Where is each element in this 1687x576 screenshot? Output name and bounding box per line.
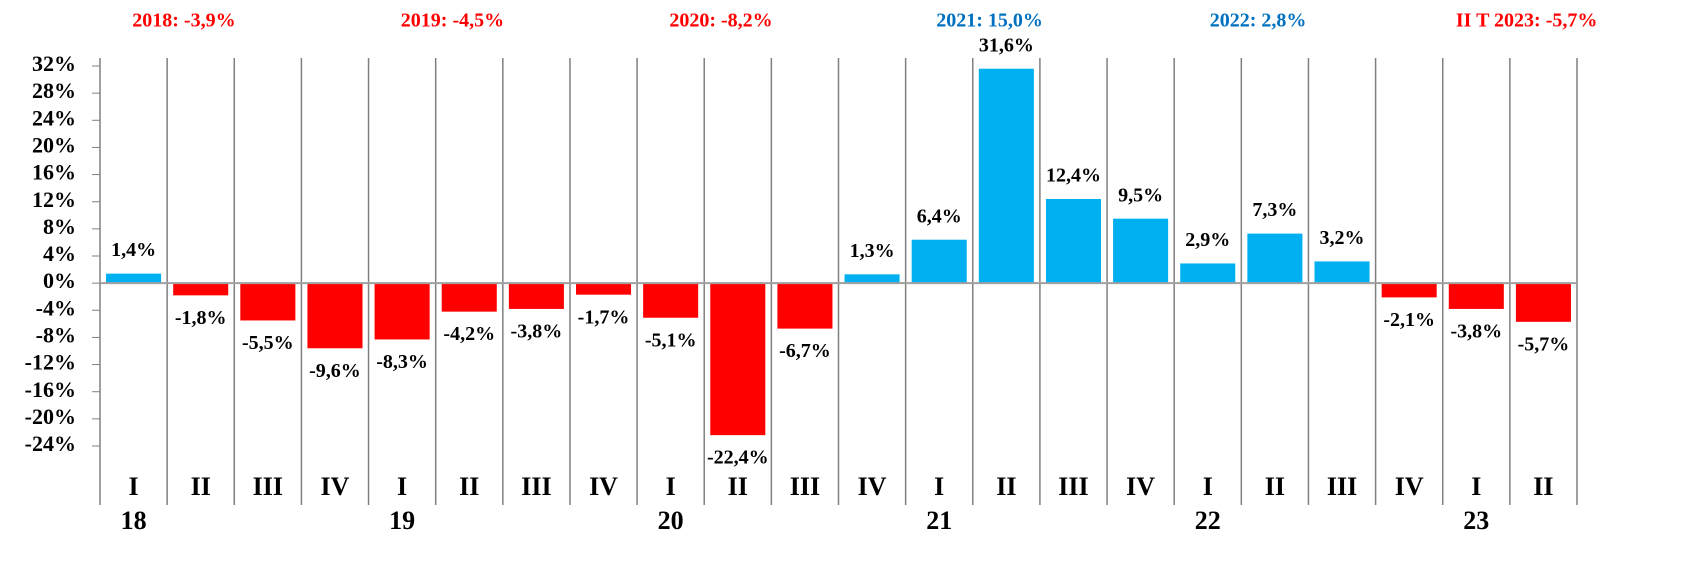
x-tick-label: IV — [589, 472, 618, 501]
bar — [1314, 261, 1370, 284]
y-tick-label: 32% — [32, 51, 76, 76]
x-tick-label: IV — [1395, 472, 1424, 501]
y-tick-label: 28% — [32, 78, 76, 103]
value-label: 31,6% — [979, 34, 1034, 56]
x-tick-label: III — [253, 472, 283, 501]
x-tick-label: IV — [321, 472, 350, 501]
x-tick-label: II — [1265, 472, 1285, 501]
bar — [710, 283, 766, 436]
y-tick-label: 0% — [43, 268, 76, 293]
y-tick-label: -12% — [25, 350, 76, 375]
y-tick-label: -8% — [36, 322, 76, 347]
bar — [307, 283, 363, 349]
y-tick-label: 4% — [43, 241, 76, 266]
value-label: 1,3% — [850, 240, 895, 262]
bar — [575, 283, 632, 295]
x-tick-label: II — [459, 472, 479, 501]
year-label: 23 — [1463, 506, 1489, 535]
x-tick-label: IV — [1126, 472, 1155, 501]
x-tick-label: III — [1327, 472, 1357, 501]
x-tick-label: I — [129, 472, 139, 501]
bar — [643, 283, 699, 318]
y-tick-label: -4% — [36, 295, 76, 320]
value-label: 9,5% — [1118, 184, 1163, 206]
bar — [844, 274, 900, 284]
year-label: 20 — [658, 506, 684, 535]
value-label: 1,4% — [111, 239, 156, 261]
x-tick-label: I — [397, 472, 407, 501]
y-tick-label: 16% — [32, 160, 76, 185]
bar — [1515, 283, 1571, 322]
x-tick-label: III — [1058, 472, 1088, 501]
y-tick-label: 12% — [32, 187, 76, 212]
x-tick-label: I — [1203, 472, 1213, 501]
value-label: -3,8% — [511, 321, 563, 343]
bar — [1113, 218, 1169, 284]
y-tick-label: 8% — [43, 214, 76, 239]
value-label: 2,9% — [1185, 229, 1230, 251]
year-label: 22 — [1195, 506, 1221, 535]
bar — [508, 283, 564, 309]
value-label: -1,7% — [578, 306, 630, 328]
value-label: 12,4% — [1046, 165, 1101, 187]
value-label: -5,1% — [645, 329, 697, 351]
x-tick-label: II — [728, 472, 748, 501]
annotation: 2021: 15,0% — [936, 10, 1043, 32]
value-label: -1,8% — [175, 307, 227, 329]
year-label: 18 — [121, 506, 147, 535]
annotation: 2018: -3,9% — [132, 10, 235, 32]
bar — [173, 283, 229, 296]
value-label: -8,3% — [376, 351, 428, 373]
bar — [374, 283, 430, 340]
bar — [1180, 263, 1236, 284]
value-label: -4,2% — [443, 323, 495, 345]
bar — [911, 239, 967, 284]
annotation: II T 2023: -5,7% — [1456, 10, 1598, 32]
value-label: 7,3% — [1252, 199, 1297, 221]
value-label: -9,6% — [309, 360, 361, 382]
bar — [1448, 283, 1504, 309]
annotation: 2020: -8,2% — [669, 10, 772, 32]
bar — [777, 283, 833, 329]
bar — [978, 68, 1034, 284]
value-label: -2,1% — [1383, 309, 1435, 331]
x-tick-label: III — [521, 472, 551, 501]
bar — [106, 273, 162, 284]
bar — [1381, 283, 1437, 298]
x-tick-label: II — [996, 472, 1016, 501]
value-label: -22,4% — [707, 447, 769, 469]
annotation: 2022: 2,8% — [1210, 10, 1307, 32]
value-label: 3,2% — [1320, 227, 1365, 249]
year-label: 21 — [926, 506, 952, 535]
bar — [441, 283, 497, 312]
y-tick-label: -24% — [25, 431, 76, 456]
year-label: 19 — [389, 506, 415, 535]
y-tick-label: -20% — [25, 404, 76, 429]
annotation: 2019: -4,5% — [401, 10, 504, 32]
x-tick-label: I — [666, 472, 676, 501]
x-tick-label: III — [790, 472, 820, 501]
value-label: 6,4% — [917, 205, 962, 227]
value-label: -5,5% — [242, 332, 294, 354]
x-tick-label: I — [1471, 472, 1481, 501]
bar — [240, 283, 296, 321]
x-tick-label: IV — [858, 472, 887, 501]
x-tick-label: II — [1533, 472, 1553, 501]
value-label: -6,7% — [779, 340, 831, 362]
y-tick-label: -16% — [25, 377, 76, 402]
value-label: -3,8% — [1450, 321, 1502, 343]
bar — [1247, 233, 1303, 284]
bar — [1045, 199, 1102, 284]
y-tick-label: 20% — [32, 132, 76, 157]
y-tick-label: 24% — [32, 105, 76, 130]
value-label: -5,7% — [1518, 333, 1570, 355]
x-tick-label: II — [191, 472, 211, 501]
x-tick-label: I — [934, 472, 944, 501]
